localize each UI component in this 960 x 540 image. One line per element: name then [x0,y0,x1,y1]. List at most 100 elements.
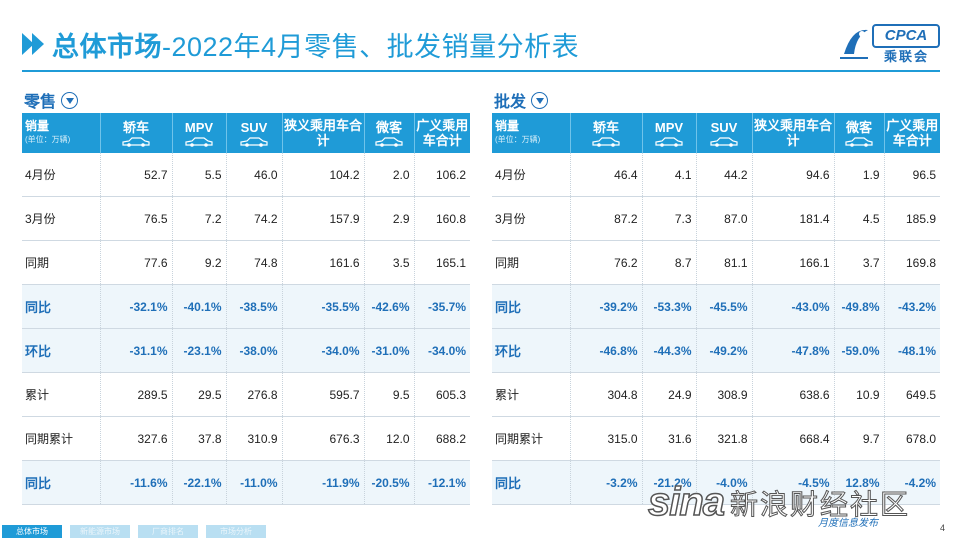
table-cell: 327.6 [100,416,173,461]
table-row: 3月份 76.5 7.2 74.2 157.9 2.9 160.8 [22,196,470,241]
table-cell: -20.5% [364,460,415,505]
table-cell: -35.7% [414,284,470,329]
table-cell: -43.2% [884,284,940,329]
table-cell: -38.0% [226,328,283,373]
table-cell: 46.4 [570,153,643,197]
table-cell: -11.6% [100,460,173,505]
column-header: SUV [696,113,753,153]
table-cell: 3.7 [834,240,885,285]
table-cell: -45.5% [696,284,753,329]
car-icon [185,136,213,147]
table-cell: 94.6 [752,153,835,197]
row-label: 3月份 [492,196,571,241]
row-label: 4月份 [492,153,571,197]
table-cell: -44.3% [642,328,697,373]
row-label: 同比 [22,460,101,505]
table-cell: 46.0 [226,153,283,197]
table-cell: 9.2 [172,240,227,285]
cpca-logo: CPCA 乘联会 [836,22,940,64]
table-cell: 160.8 [414,196,470,241]
table-cell: 9.5 [364,372,415,417]
footer-tab-overall[interactable]: 总体市场 [2,525,62,538]
table-cell: -34.0% [414,328,470,373]
row-label: 3月份 [22,196,101,241]
column-header-label: MPV [654,119,684,135]
footer-tab-nev[interactable]: 新能源市场 [70,525,130,538]
table-row: 同比 -32.1% -40.1% -38.5% -35.5% -42.6% -35.7% [22,284,470,329]
column-header-label: 狭义乘用车合计 [283,118,362,148]
table-cell: 165.1 [414,240,470,285]
sina-cn: 新浪财经社区 [730,489,911,521]
footer-tab-ranking[interactable]: 厂商排名 [138,525,198,538]
table-row: 4月份 52.7 5.5 46.0 104.2 2.0 106.2 [22,153,470,197]
table-cell: 96.5 [884,153,940,197]
table-cell: -21.2% [642,460,697,505]
header-label: 销量 [25,119,50,133]
table-cell: 688.2 [414,416,470,461]
table-cell: 185.9 [884,196,940,241]
table-row: 同期累计 315.0 31.6 321.8 668.4 9.7 678.0 [492,416,940,461]
table-cell: 106.2 [414,153,470,197]
title-rest: -2022年4月零售、批发销量分析表 [162,31,580,62]
column-header-label: MPV [184,119,214,135]
table-cell: -31.0% [364,328,415,373]
table-cell: 157.9 [282,196,365,241]
car-icon [122,136,150,147]
table-row: 累计 304.8 24.9 308.9 638.6 10.9 649.5 [492,372,940,417]
footer-tab-analysis[interactable]: 市场分析 [206,525,266,538]
table-header-row: 销量 (单位：万辆) 轿车 MPV SUV 狭义乘用车合计 微客 广义乘用车合计 [492,113,940,153]
table-cell: 649.5 [884,372,940,417]
table-cell: -32.1% [100,284,173,329]
table-cell: 9.7 [834,416,885,461]
table-cell: 310.9 [226,416,283,461]
table-cell: -39.2% [570,284,643,329]
table-cell: -4.2% [884,460,940,505]
table-cell: 668.4 [752,416,835,461]
table-cell: 104.2 [282,153,365,197]
table-row: 3月份 87.2 7.3 87.0 181.4 4.5 185.9 [492,196,940,241]
car-icon [592,136,620,147]
car-icon [845,136,873,147]
column-header-label: 微客 [375,119,402,135]
double-chevron-icon [22,33,44,55]
logo-text: CPCA [872,24,940,48]
table-cell: 76.5 [100,196,173,241]
table-cell: 315.0 [570,416,643,461]
table-cell: 181.4 [752,196,835,241]
table-cell: -23.1% [172,328,227,373]
sina-brand: sina [647,480,726,524]
table-cell: 605.3 [414,372,470,417]
table-cell: 12.8% [834,460,885,505]
table-cell: 166.1 [752,240,835,285]
column-header: 轿车 [570,113,643,153]
column-header-label: 广义乘用车合计 [886,118,939,148]
wholesale-table: 销量 (单位：万辆) 轿车 MPV SUV 狭义乘用车合计 微客 广义乘用车合计 4月份 46.… [492,113,940,505]
table-cell: 2.9 [364,196,415,241]
column-header-label: 广义乘用车合计 [416,118,469,148]
table-row: 同期累计 327.6 37.8 310.9 676.3 12.0 688.2 [22,416,470,461]
column-header: 微客 [834,113,885,153]
column-header: 狭义乘用车合计 [752,113,835,153]
table-cell: 44.2 [696,153,753,197]
page-title: 总体市场-2022年4月零售、批发销量分析表 [52,25,579,64]
column-header-label: 微客 [845,119,872,135]
table-cell: 276.8 [226,372,283,417]
table-row: 累计 289.5 29.5 276.8 595.7 9.5 605.3 [22,372,470,417]
row-label: 同期 [492,240,571,285]
table-row: 同期 77.6 9.2 74.8 161.6 3.5 165.1 [22,240,470,285]
column-header-label: SUV [710,119,738,135]
table-cell: 29.5 [172,372,227,417]
row-label: 同期累计 [492,416,571,461]
title-bar: 总体市场-2022年4月零售、批发销量分析表 [22,22,579,66]
row-label: 环比 [22,328,101,373]
table-cell: 161.6 [282,240,365,285]
column-header: 广义乘用车合计 [414,113,470,153]
table-cell: -40.1% [172,284,227,329]
retail-label: 零售 [24,94,57,111]
table-cell: -22.1% [172,460,227,505]
table-cell: -3.2% [570,460,643,505]
table-row: 同比 -39.2% -53.3% -45.5% -43.0% -49.8% -43.2% [492,284,940,329]
table-cell: -47.8% [752,328,835,373]
car-icon [240,136,268,147]
column-header: 广义乘用车合计 [884,113,940,153]
